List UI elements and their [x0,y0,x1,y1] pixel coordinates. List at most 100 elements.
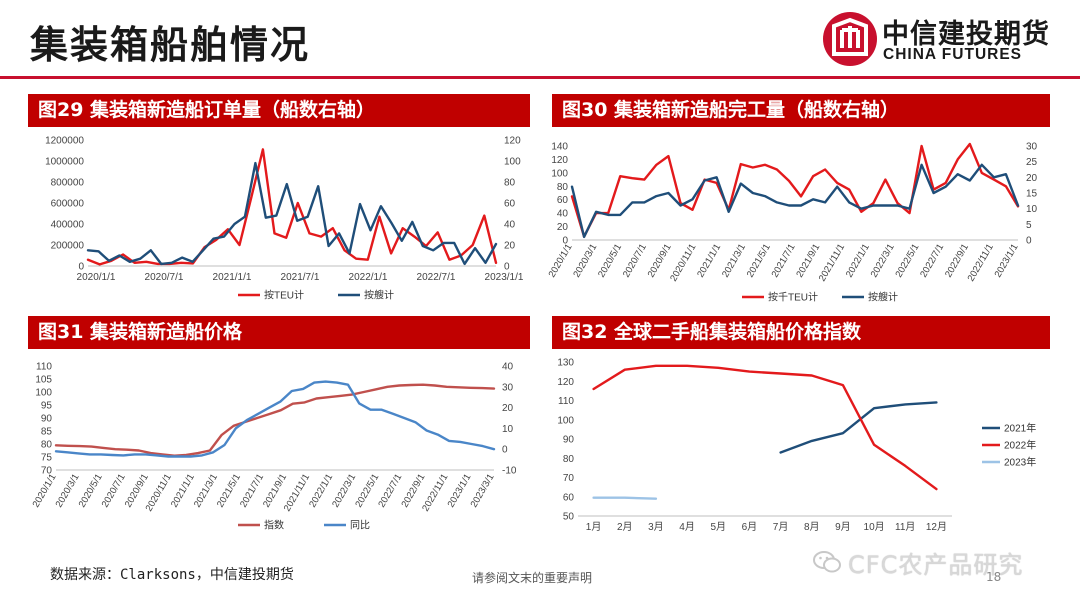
fig32-x-tick: 9月 [835,521,851,533]
fig31-y-left-tick: 70 [41,466,53,477]
fig31-y-left-tick: 95 [41,401,53,412]
fig30-y-right-tick: 5 [1026,220,1032,231]
fig31-y-left-tick: 105 [35,375,52,386]
fig29-x-tick: 2021/7/1 [281,272,320,283]
fig30-y-left-tick: 40 [557,209,569,220]
fig32-x-tick: 2月 [617,521,633,533]
fig32-series-1-line [779,401,938,454]
fig31-y-left-tick: 80 [41,440,53,451]
fig32-x-tick: 6月 [742,521,758,533]
fig29-series-1-line [86,148,498,266]
fig29-x-tick: 2023/1/1 [485,272,524,283]
data-source: 数据来源：Clarksons，中信建投期货 [50,567,294,583]
fig32-y-left-tick: 80 [563,454,575,465]
fig29-y-left-tick: 400000 [51,220,85,231]
fig31-y-right-tick: 0 [502,445,508,456]
fig29-chart: 0 200000 400000 600000 800000 1000000 1200000 0… [45,136,524,302]
fig30-y-right-tick: 10 [1026,204,1038,215]
fig30-y-right-tick: 20 [1026,173,1038,184]
fig32-series-2-line [592,364,938,491]
fig32-y-left-tick: 70 [563,473,575,484]
fig30-x-tick: 2023/1/1 [993,242,1021,280]
fig31-y-right-tick: -10 [502,466,517,477]
fig29-series-2-line [86,161,498,266]
fig29-y-left-tick: 1000000 [45,157,84,168]
fig32-x-tick: 10月 [864,521,885,533]
fig32-y-left-tick: 110 [558,396,574,407]
fig30-y-right-tick: 30 [1026,142,1038,153]
watermark: CFC农产品研究 [812,547,1024,579]
fig30-y-left-tick: 120 [551,155,568,166]
fig29-y-right-tick: 60 [504,199,516,210]
fig30-title: 图30 集装箱新造船完工量（船数右轴） [552,94,1050,127]
disclaimer-link[interactable]: 请参阅文末的重要声明 [472,571,593,585]
fig29-y-left-tick: 0 [78,262,84,273]
citic-logo-icon [823,12,877,66]
fig32-y-left-tick: 50 [563,512,575,523]
fig32-legend-label: 2023年 [1004,456,1036,469]
fig30-legend-label: 按艘计 [868,291,898,304]
page-title: 集装箱船舶情况 [30,23,311,67]
fig30-y-left-tick: 80 [557,182,569,193]
fig29-y-left-tick: 1200000 [45,136,84,147]
fig30-y-right-tick: 25 [1026,157,1038,168]
fig32-x-tick: 11月 [895,521,915,533]
fig32-x-tick: 12月 [926,521,947,533]
header-rule [0,76,1080,79]
fig31-legend-label: 指数 [264,519,284,532]
fig30-y-left-tick: 0 [562,236,568,247]
fig30-legend-label: 按千TEU计 [768,291,818,304]
fig31-y-right-tick: 40 [502,362,514,373]
watermark-text: CFC农产品研究 [848,550,1024,579]
fig31-y-right-tick: 30 [502,382,514,393]
fig32-y-left-tick: 130 [557,358,574,369]
fig31-series-2-line [54,380,496,458]
fig32-y-left-tick: 100 [557,415,574,426]
fig32-x-tick: 1月 [586,521,602,533]
fig29-y-right-tick: 100 [504,157,521,168]
fig31-y-left-tick: 90 [41,414,53,425]
fig32-legend-label: 2022年 [1004,439,1036,452]
fig29-y-right-tick: 40 [504,220,516,231]
fig30-y-left-tick: 100 [551,168,568,179]
fig29-y-left-tick: 800000 [51,178,85,189]
logo-chinese-name: 中信建投期货 [882,19,1050,50]
logo-english-name: CHINA FUTURES [883,46,1023,63]
fig30-y-left-tick: 20 [557,222,569,233]
wechat-icon [813,551,841,573]
fig32-title: 图32 全球二手船集装箱船价格指数 [552,316,1050,349]
fig29-legend-label: 按TEU计 [264,289,304,302]
fig29-x-tick: 2021/1/1 [213,272,252,283]
fig31-legend-label: 同比 [350,520,370,532]
fig31-y-left-tick: 85 [41,427,53,438]
fig29-y-left-tick: 600000 [51,199,85,210]
fig31-y-left-tick: 100 [35,388,52,399]
fig30-y-right-tick: 0 [1026,236,1032,247]
fig31-y-right-tick: 10 [502,424,514,435]
fig30-y-left-tick: 140 [551,142,568,153]
fig32-x-tick: 3月 [648,521,664,533]
fig32-y-left-tick: 120 [557,377,574,388]
fig29-legend-label: 按艘计 [364,289,394,302]
fig31-chart: 707580859095100105110-100102030402020/1/… [31,362,517,532]
fig31-series-1-line [54,383,496,457]
fig29-x-tick: 2022/7/1 [417,272,456,283]
fig30-y-left-tick: 60 [557,195,569,206]
fig30-y-right-tick: 15 [1026,189,1038,200]
fig31-title: 图31 集装箱新造船价格 [28,316,530,349]
fig29-x-tick: 2020/7/1 [145,272,184,283]
fig30-series-2-line [570,163,1020,239]
fig29-x-tick: 2022/1/1 [349,272,388,283]
fig32-series-3-line [592,496,658,500]
fig29-y-right-tick: 0 [504,262,510,273]
fig29-x-tick: 2020/1/1 [77,272,116,283]
fig32-x-tick: 7月 [773,521,789,533]
fig32-y-left-tick: 90 [563,435,575,446]
fig29-y-right-tick: 20 [504,241,516,252]
fig31-y-right-tick: 20 [502,403,514,414]
fig32-x-tick: 8月 [804,521,820,533]
fig32-y-left-tick: 60 [563,492,575,503]
fig29-title: 图29 集装箱新造船订单量（船数右轴） [28,94,530,127]
fig32-x-tick: 4月 [679,521,695,533]
fig31-y-left-tick: 110 [36,362,52,373]
